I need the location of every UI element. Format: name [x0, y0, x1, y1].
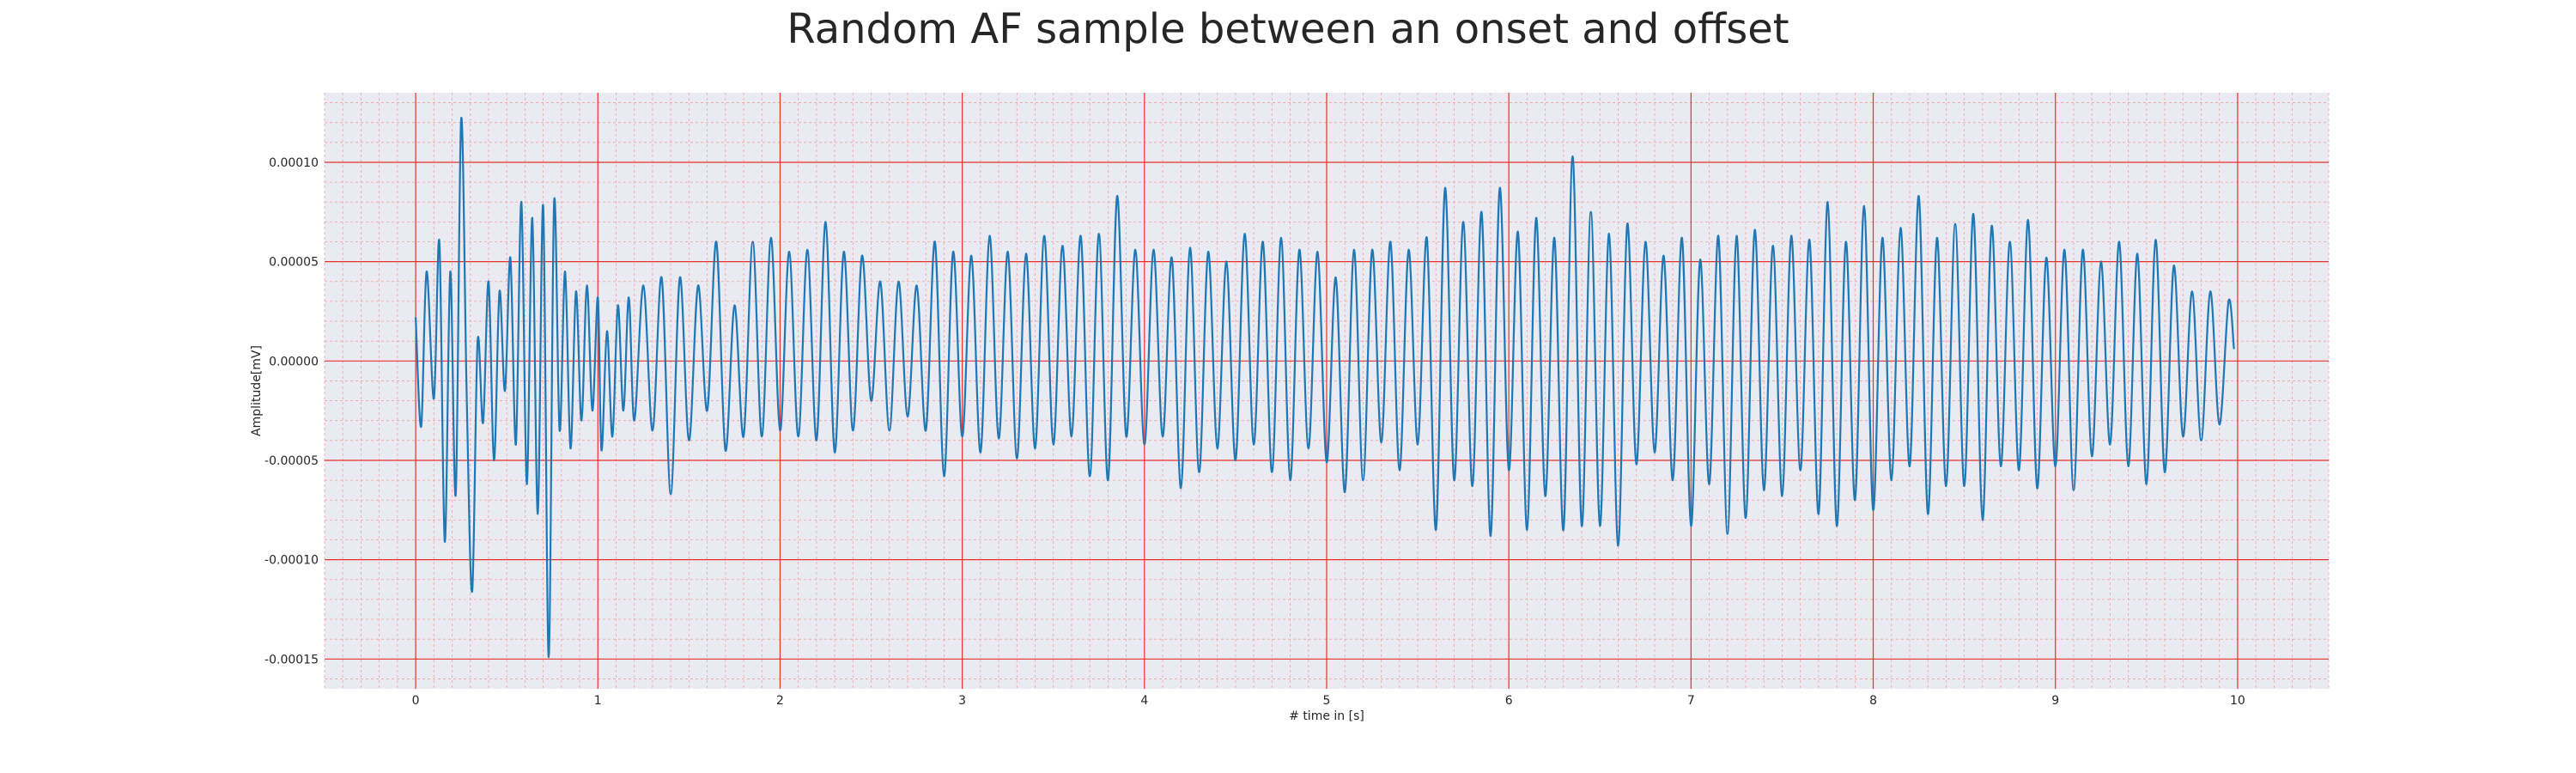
y-tick-label: -0.00005	[264, 454, 319, 468]
x-tick-label: 1	[594, 694, 602, 708]
series-layer	[415, 117, 2235, 659]
x-tick-labels: 0 1 2 3 4 5 6 7 8 9 10	[412, 694, 2245, 708]
y-tick-label: -0.00010	[264, 554, 319, 568]
x-tick-label: 7	[1687, 694, 1695, 708]
x-tick-label: 6	[1505, 694, 1513, 708]
x-tick-label: 10	[2230, 694, 2245, 708]
x-tick-label: 2	[776, 694, 784, 708]
y-tick-label: -0.00015	[264, 653, 319, 666]
series-line	[415, 117, 2235, 659]
x-axis-label: # time in [s]	[1289, 709, 1364, 723]
x-tick-label: 5	[1323, 694, 1331, 708]
y-tick-labels: -0.00015 -0.00010 -0.00005 0.00000 0.00005 0.…	[264, 156, 319, 666]
y-axis-label: Amplitude[mV]	[250, 345, 264, 436]
chart-title: Random AF sample between an onset and of…	[787, 5, 1789, 53]
x-tick-label: 0	[412, 694, 420, 708]
y-tick-label: 0.00005	[269, 256, 319, 270]
x-tick-label: 8	[1869, 694, 1877, 708]
x-tick-label: 3	[958, 694, 966, 708]
x-tick-label: 9	[2051, 694, 2059, 708]
x-tick-label: 4	[1140, 694, 1148, 708]
y-tick-label: 0.00010	[269, 156, 319, 170]
y-tick-label: 0.00000	[269, 355, 319, 368]
